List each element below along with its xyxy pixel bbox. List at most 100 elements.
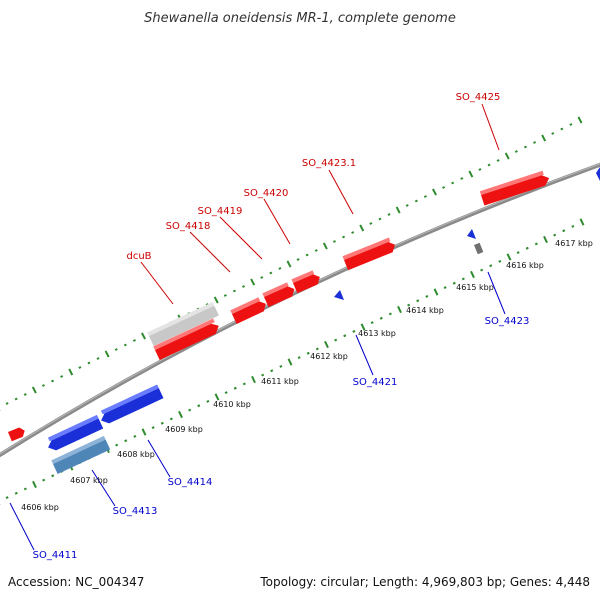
- tick-mark: [96, 357, 100, 360]
- tick-mark: [278, 267, 282, 270]
- tick-mark: [560, 127, 564, 131]
- tick-mark: [351, 231, 355, 234]
- tick-mark: [360, 323, 366, 331]
- tick-mark: [141, 428, 147, 436]
- tick-mark: [523, 145, 527, 149]
- tick-mark: [387, 213, 391, 216]
- tick-mark: [487, 163, 491, 167]
- tick-mark: [342, 235, 346, 239]
- tick-mark: [60, 375, 64, 378]
- tick-mark: [343, 334, 347, 338]
- tick-mark: [405, 204, 409, 207]
- tick-mark: [577, 116, 583, 124]
- gene-label-SO_4420: SO_4420: [244, 188, 289, 199]
- tick-mark: [534, 242, 538, 246]
- tick-mark: [470, 270, 475, 279]
- gene-arrow-SO_4423[interactable]: [467, 229, 476, 239]
- gene-arrow-SO_4414[interactable]: [97, 384, 164, 425]
- tick-mark: [569, 123, 573, 126]
- tick-mark: [132, 339, 136, 342]
- genome-backbone: [0, 162, 600, 458]
- gene-arrow-SO_4421[interactable]: [334, 290, 344, 300]
- tick-mark: [388, 312, 392, 316]
- gene-arrow-SO_4423.1[interactable]: [342, 236, 398, 271]
- gene-label-dcuB: dcuB: [126, 251, 151, 262]
- tick-mark: [460, 177, 464, 180]
- tick-mark: [378, 217, 382, 221]
- tick-mark: [468, 170, 474, 178]
- tick-mark: [395, 206, 401, 214]
- gene-arrow-SO_4418[interactable]: [230, 296, 268, 324]
- tick-mark: [423, 195, 427, 198]
- tick-label: 4613 kbp: [358, 329, 396, 338]
- tick-mark: [133, 434, 137, 438]
- tick-mark: [543, 235, 548, 244]
- tick-mark: [562, 229, 566, 233]
- tick-mark: [115, 443, 119, 447]
- tick-mark: [250, 278, 256, 286]
- genome-title: Shewanella oneidensis MR-1, complete gen…: [144, 11, 456, 26]
- tick-mark: [322, 242, 328, 250]
- tick-mark: [397, 305, 402, 314]
- tick-mark: [270, 369, 274, 373]
- tick-label: 4611 kbp: [261, 377, 299, 386]
- gene-arrow-SO_4419[interactable]: [262, 281, 296, 308]
- tick-mark: [242, 382, 246, 386]
- tick-mark: [579, 218, 585, 226]
- tick-mark: [5, 496, 9, 500]
- tick-label: 4617 kbp: [555, 239, 593, 248]
- tick-mark: [5, 402, 9, 405]
- tick-label: 4615 kbp: [456, 283, 494, 292]
- tick-mark: [504, 152, 510, 160]
- tick-mark: [287, 358, 293, 366]
- tick-mark: [188, 408, 192, 412]
- gene-arrow-dcuB[interactable]: [153, 318, 221, 360]
- gene-arrow-SO_4420[interactable]: [291, 269, 322, 294]
- gene-label-SO_4413: SO_4413: [113, 506, 158, 517]
- tick-mark: [261, 373, 265, 377]
- tick-label: 4609 kbp: [165, 425, 203, 434]
- gene-label-SO_4418: SO_4418: [166, 221, 211, 232]
- tick-mark: [260, 276, 264, 279]
- tick-mark: [23, 393, 27, 396]
- tick-mark: [31, 386, 37, 394]
- gene-arrow-reverse-1[interactable]: [44, 414, 104, 453]
- tick-mark: [141, 332, 146, 340]
- gene-box-SO_4413[interactable]: [51, 435, 111, 474]
- tick-label: 4614 kbp: [406, 306, 444, 315]
- genome-backbone-highlight: [0, 163, 600, 455]
- ruler-tick-labels: 4606 kbp 4607 kbp 4608 kbp 4609 kbp 4610 kbp…: [21, 239, 593, 512]
- tick-mark: [306, 351, 310, 355]
- tick-mark: [14, 491, 18, 495]
- tick-mark: [314, 249, 318, 252]
- tick-mark: [451, 181, 455, 185]
- tick-mark: [533, 141, 537, 144]
- tick-mark: [224, 391, 228, 395]
- tick-mark: [160, 421, 164, 425]
- tick-mark: [104, 350, 110, 358]
- gene-box-grey[interactable]: [147, 301, 219, 346]
- tick-mark: [214, 393, 220, 401]
- tick-mark: [123, 343, 127, 347]
- tick-mark: [124, 439, 128, 443]
- gene-box-small-grey[interactable]: [474, 242, 484, 255]
- tick-mark: [42, 478, 46, 482]
- gene-label-SO_4419: SO_4419: [198, 206, 243, 217]
- tick-mark: [359, 224, 365, 232]
- tick-mark: [114, 348, 118, 351]
- tick-mark: [286, 260, 292, 268]
- tick-mark: [478, 168, 482, 171]
- tick-mark: [571, 224, 575, 228]
- gene-arrow-right-edge[interactable]: [596, 167, 600, 181]
- tick-mark: [51, 379, 55, 383]
- tick-mark: [432, 188, 437, 196]
- gene-arrow-SO_4425[interactable]: [479, 170, 551, 206]
- tick-mark: [407, 303, 411, 307]
- tick-mark: [297, 356, 301, 360]
- tick-mark: [433, 288, 439, 296]
- gene-label-SO_4421: SO_4421: [353, 377, 398, 388]
- tick-mark: [41, 384, 45, 387]
- gene-arrow-left-edge[interactable]: [8, 426, 27, 442]
- tick-mark: [480, 268, 484, 272]
